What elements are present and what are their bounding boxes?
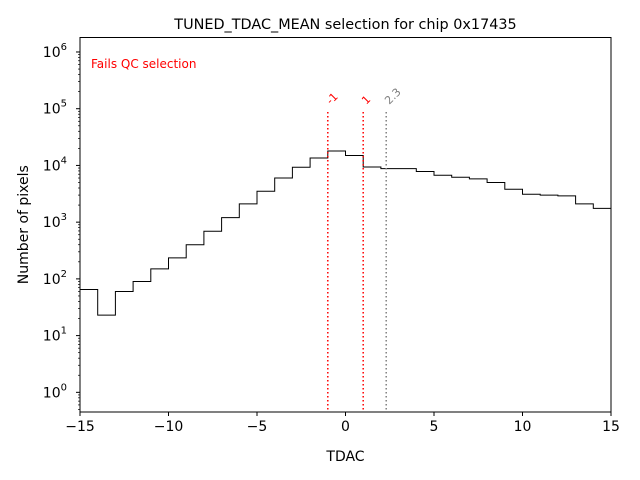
y-tick-label: 105 <box>43 99 67 118</box>
histogram-bin <box>169 258 187 412</box>
selection-line-label: 2.3 <box>382 86 404 108</box>
selection-line-label: -1 <box>324 90 341 107</box>
histogram-bin <box>523 194 541 412</box>
chart-title: TUNED_TDAC_MEAN selection for chip 0x174… <box>173 17 516 33</box>
qc-annotation: Fails QC selection <box>91 57 196 71</box>
histogram-bin <box>452 177 470 412</box>
histogram-bin <box>505 189 523 412</box>
histogram-bin <box>292 167 310 412</box>
x-tick-label: −10 <box>154 419 184 435</box>
x-axis-label: TDAC <box>325 449 364 465</box>
histogram-bin <box>257 191 275 412</box>
plot-area: -1 1 2.3 <box>80 86 612 412</box>
histogram-bin <box>204 231 222 412</box>
x-axis-ticks: −15 −10 −5 0 5 10 15 <box>65 412 620 435</box>
histogram-bin <box>310 158 328 412</box>
y-tick-label: 100 <box>43 382 67 401</box>
y-axis-label: Number of pixels <box>16 165 32 284</box>
histogram-bin <box>275 178 293 412</box>
histogram-bin <box>487 183 505 412</box>
histogram-bin <box>593 208 611 412</box>
x-tick-label: −5 <box>247 419 268 435</box>
histogram-bin <box>434 175 452 412</box>
histogram-outline <box>80 150 612 316</box>
y-axis-ticks: 100 101 102 103 104 105 106 <box>43 42 80 410</box>
y-tick-label: 104 <box>43 155 67 174</box>
histogram-bin <box>346 155 364 412</box>
histogram-bin <box>558 196 576 412</box>
histogram-bin <box>98 315 116 412</box>
y-tick-label: 106 <box>43 42 67 61</box>
histogram-bin <box>469 179 487 412</box>
y-tick-label: 101 <box>43 326 67 345</box>
histogram-bin <box>328 151 346 412</box>
selection-line-label: 1 <box>359 93 373 107</box>
y-tick-label: 103 <box>43 212 67 231</box>
histogram-bin <box>576 204 594 412</box>
histogram-bin <box>133 281 151 412</box>
histogram-bin <box>363 167 381 412</box>
histogram-bin <box>239 204 257 412</box>
histogram-bin <box>540 195 558 412</box>
x-tick-label: 0 <box>341 419 350 435</box>
y-tick-label: 102 <box>43 269 67 288</box>
histogram-bin <box>151 269 169 412</box>
histogram-bin <box>222 218 240 412</box>
x-tick-label: −15 <box>65 419 95 435</box>
histogram-bin <box>115 291 133 412</box>
x-tick-label: 15 <box>602 419 620 435</box>
x-tick-label: 5 <box>430 419 439 435</box>
histogram-bin <box>186 245 204 412</box>
histogram-bin <box>381 169 399 412</box>
histogram-bin <box>399 169 417 412</box>
histogram-bin <box>416 172 434 412</box>
histogram-bin <box>80 289 98 412</box>
x-tick-label: 10 <box>514 419 532 435</box>
